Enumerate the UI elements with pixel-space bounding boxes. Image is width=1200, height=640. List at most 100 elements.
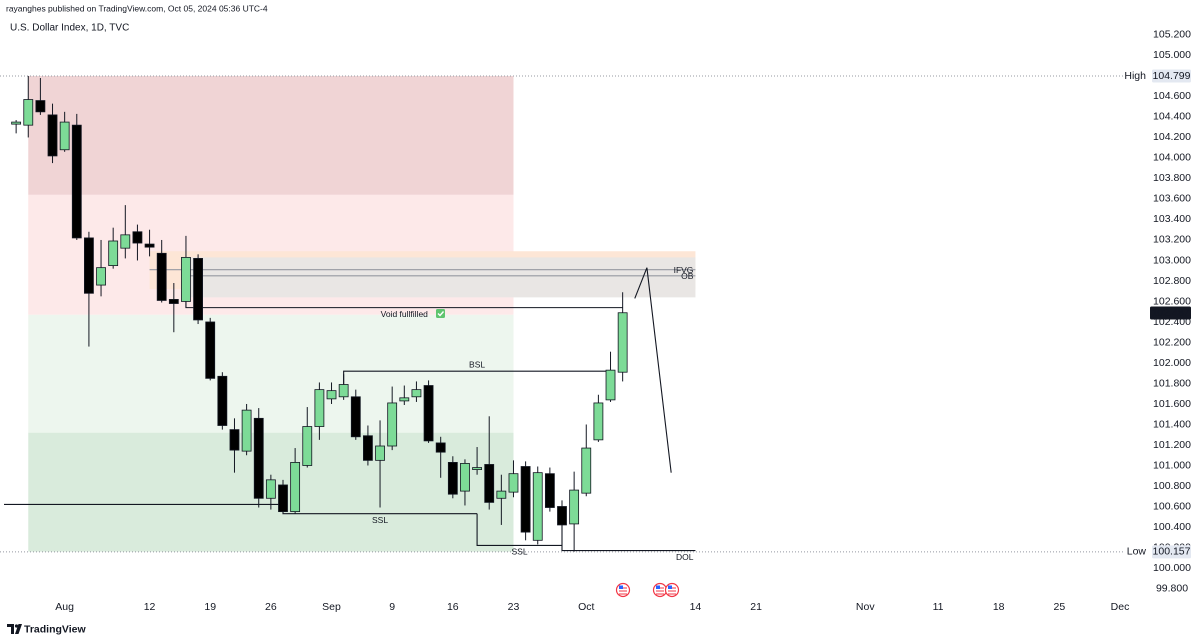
- y-tick-label: 104.400: [1153, 111, 1191, 123]
- y-tick-label: 101.600: [1153, 398, 1191, 410]
- published-note: rayanghes published on TradingView.com, …: [6, 3, 268, 13]
- candle-body: [59, 121, 70, 151]
- drawing-label: Void fullfilled: [381, 309, 429, 319]
- candle-body: [544, 473, 555, 508]
- y-tick-label: 101.000: [1153, 459, 1191, 471]
- candle-body: [290, 462, 301, 513]
- candle-body: [605, 369, 616, 401]
- candle-body: [35, 100, 46, 113]
- x-tick-label: 14: [690, 601, 702, 613]
- y-tick-label: 101.400: [1153, 418, 1191, 430]
- footer-logo: TradingView: [7, 623, 86, 635]
- candle-body: [411, 389, 422, 398]
- candle-body: [23, 99, 34, 126]
- candle-body: [363, 435, 373, 461]
- candle-body: [217, 375, 228, 426]
- y-tick-label: 102.000: [1153, 357, 1191, 369]
- candle-body: [484, 464, 495, 503]
- y-tick-label: 103.800: [1153, 172, 1191, 184]
- drawing-label: OB: [681, 271, 694, 281]
- candle-body: [387, 402, 398, 447]
- x-tick-label: 16: [447, 601, 459, 613]
- candle-body: [229, 429, 240, 451]
- event-icon[interactable]: [652, 582, 668, 598]
- candle-body: [132, 231, 143, 244]
- level-tag-box: [1152, 69, 1191, 83]
- x-tick-label: 12: [144, 601, 156, 613]
- candle-body: [617, 312, 628, 373]
- drawing-label: SSL: [372, 515, 388, 525]
- x-tick-label: 11: [933, 601, 944, 613]
- candle-body: [423, 385, 434, 442]
- y-tick-label: 100.800: [1153, 480, 1191, 492]
- candle-body: [71, 124, 82, 239]
- chart-title: U.S. Dollar Index, 1D, TVC: [10, 23, 129, 34]
- candle-body: [156, 252, 167, 301]
- drawing-label: BSL: [469, 359, 485, 369]
- x-tick-label: 19: [204, 601, 216, 613]
- x-tick-label: 21: [750, 601, 762, 613]
- candle-body: [399, 397, 410, 402]
- candle-body: [314, 389, 325, 427]
- event-icons: [615, 582, 680, 598]
- event-icon[interactable]: [664, 582, 680, 598]
- y-tick-label: 101.800: [1153, 377, 1191, 389]
- y-tick-label: 103.600: [1153, 193, 1191, 205]
- x-tick-label: 26: [265, 601, 277, 613]
- drawing-label: IFVG: [674, 265, 694, 275]
- candle-body: [241, 409, 252, 452]
- axes: 99.800100.000100.200100.400100.600100.80…: [55, 29, 1192, 613]
- candle-body: [253, 417, 264, 499]
- x-tick-label: Sep: [322, 601, 341, 613]
- candle-body: [168, 299, 179, 304]
- y-tick-label: 103.000: [1153, 254, 1191, 266]
- x-tick-label: 23: [508, 601, 520, 613]
- y-tick-label: 100.000: [1153, 562, 1191, 574]
- candle-body: [593, 402, 604, 441]
- candle-body: [460, 463, 470, 492]
- y-tick-label: 105.000: [1153, 49, 1191, 61]
- plot-area: [0, 75, 1125, 553]
- zone: [28, 314, 514, 433]
- y-tick-label: 105.200: [1153, 29, 1191, 41]
- y-tick-label: 104.600: [1153, 90, 1191, 102]
- x-tick-label: Oct: [578, 601, 594, 613]
- candle-body: [181, 256, 191, 302]
- candle-body: [375, 445, 385, 461]
- y-tick-label: 102.800: [1153, 275, 1191, 287]
- drawing-line: [634, 267, 672, 473]
- level-tag-value: 104.799: [1153, 70, 1191, 82]
- event-icon[interactable]: [615, 582, 631, 598]
- y-tick-label: 100.600: [1153, 500, 1191, 512]
- candle-body: [581, 447, 592, 494]
- y-tick-label: 100.400: [1153, 521, 1191, 533]
- candle-body: [338, 384, 349, 398]
- footer-brand: TradingView: [24, 623, 86, 635]
- y-tick-label: 102.600: [1153, 295, 1191, 307]
- level-tag-value: 100.157: [1153, 546, 1191, 558]
- candle-body: [47, 114, 58, 157]
- check-icon: [436, 309, 445, 318]
- y-tick-label: 104.200: [1153, 131, 1191, 143]
- level-tag-label: Low: [1127, 546, 1147, 558]
- candle-body: [108, 240, 119, 266]
- check-box: [436, 309, 445, 318]
- y-tick-label: 102.200: [1153, 336, 1191, 348]
- x-tick-label: 25: [1054, 601, 1066, 613]
- x-tick-label: Nov: [856, 601, 875, 613]
- candle-body: [205, 321, 216, 379]
- logo-mark: [7, 624, 22, 634]
- last-price-label: 102.487: [1152, 307, 1190, 319]
- level-tag-box: [1152, 545, 1191, 559]
- candle-body: [144, 243, 155, 248]
- candle-body: [120, 234, 131, 249]
- y-tick-label: 103.400: [1153, 213, 1191, 225]
- x-tick-label: Aug: [55, 601, 74, 613]
- check-mark: [437, 311, 445, 317]
- candle-body: [496, 490, 507, 499]
- candle-body: [278, 484, 288, 513]
- y-tick-label: 104.000: [1153, 152, 1191, 164]
- last-price-box: [1150, 306, 1191, 320]
- drawing-label: DOL: [676, 552, 694, 562]
- x-tick-label: Dec: [1111, 601, 1130, 613]
